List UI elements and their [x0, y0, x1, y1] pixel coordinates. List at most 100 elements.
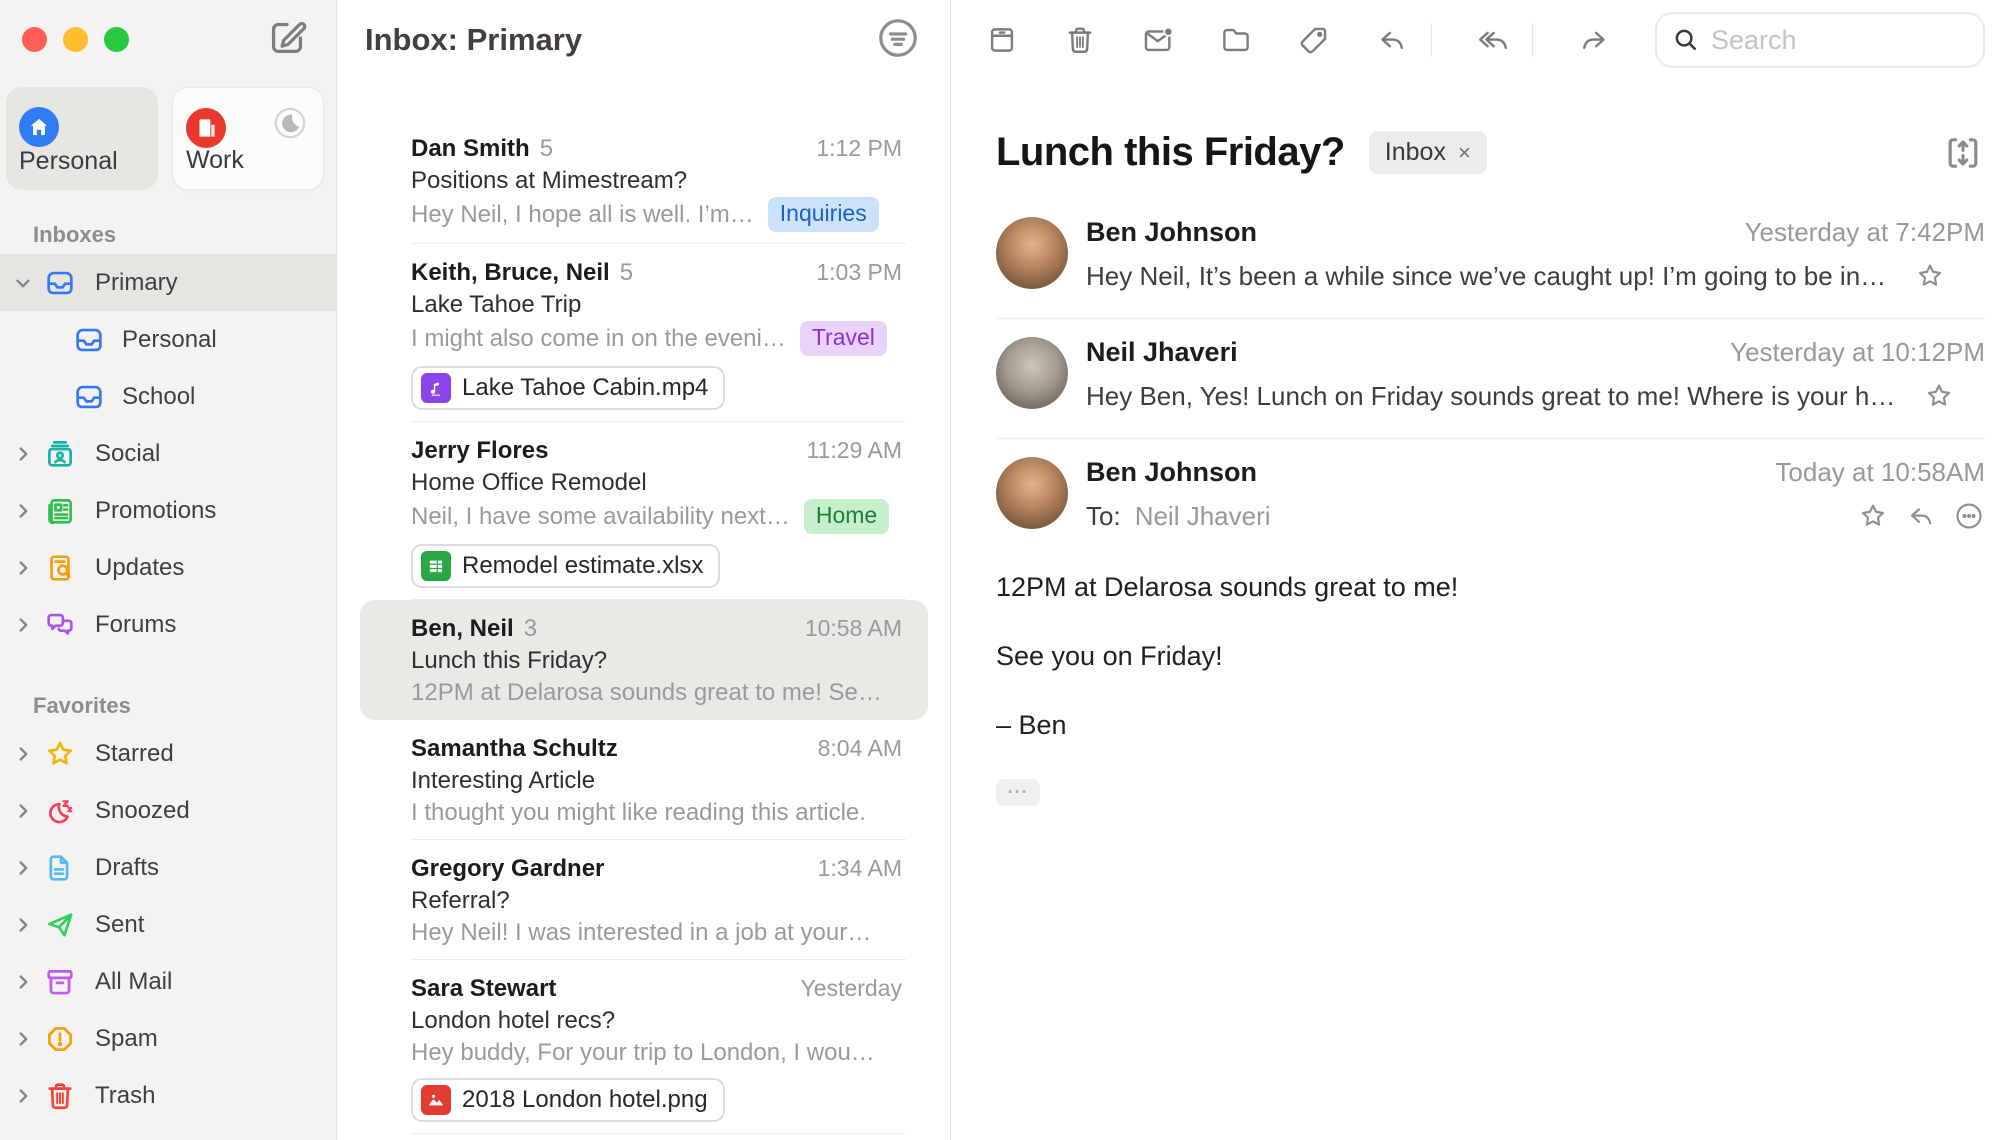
list-item[interactable]: Gregory Gardner 1:34 AM Referral? Hey Ne… — [338, 840, 950, 960]
search-input[interactable] — [1711, 24, 1969, 56]
home-icon — [19, 107, 59, 147]
list-item-time: 1:12 PM — [816, 135, 902, 161]
list-item-subject: London hotel recs? — [411, 1007, 616, 1034]
sidebar-item-school[interactable]: School — [0, 368, 336, 425]
message-thread: Ben Johnson Yesterday at 7:42PM Hey Neil… — [996, 199, 1985, 832]
list-item-count: 5 — [619, 259, 634, 286]
list-item[interactable]: Samantha Schultz 8:04 AM Interesting Art… — [338, 720, 950, 840]
sidebar-item-trash[interactable]: Trash — [0, 1067, 336, 1124]
search-field[interactable] — [1655, 12, 1985, 68]
sidebar-item-forums[interactable]: Forums — [0, 596, 336, 653]
inbox-icon — [43, 266, 77, 300]
label-pill[interactable]: Inquiries — [767, 197, 879, 232]
message-row-collapsed[interactable]: Neil Jhaveri Yesterday at 10:12PM Hey Be… — [996, 319, 1985, 439]
chevron-right-icon[interactable] — [12, 1028, 34, 1050]
chevron-right-icon[interactable] — [12, 857, 34, 879]
chevron-right-icon[interactable] — [12, 443, 34, 465]
chevron-down-icon[interactable] — [12, 272, 34, 294]
label-tag-button[interactable] — [1297, 23, 1331, 57]
chevron-right-icon[interactable] — [12, 800, 34, 822]
message-time: Yesterday at 7:42PM — [1744, 217, 1985, 247]
moon-icon[interactable] — [273, 106, 307, 140]
message-snippet: Hey Neil, It’s been a while since we’ve … — [1086, 260, 1887, 291]
expand-messages-icon[interactable] — [1941, 131, 1985, 175]
list-item[interactable]: Dan Smith 5 1:12 PM Positions at Mimestr… — [338, 120, 950, 244]
archive-button[interactable] — [985, 23, 1019, 57]
filter-button[interactable] — [874, 14, 922, 62]
chevron-right-icon[interactable] — [12, 743, 34, 765]
list-item-time: 11:29 AM — [806, 437, 902, 463]
list-item-sender: Gregory Gardner — [411, 855, 605, 882]
search-icon — [1671, 25, 1701, 55]
body-paragraph: – Ben — [996, 710, 1067, 740]
chevron-right-icon[interactable] — [12, 614, 34, 636]
more-options-icon[interactable] — [1953, 500, 1985, 532]
label-pill[interactable]: Home — [803, 499, 890, 534]
sidebar-item-label: Starred — [95, 739, 174, 767]
sidebar-item-spam[interactable]: Spam — [0, 1010, 336, 1067]
list-item[interactable]: Keith, Bruce, Neil 5 1:03 PM Lake Tahoe … — [338, 244, 950, 422]
window-controls — [22, 27, 129, 52]
document-icon — [43, 851, 77, 885]
sidebar-item-starred[interactable]: Starred — [0, 725, 336, 782]
list-item[interactable]: Sara Stewart Yesterday London hotel recs… — [338, 960, 950, 1134]
minimize-button[interactable] — [63, 27, 88, 52]
snooze-moon-icon — [43, 794, 77, 828]
toolbar-separator — [1532, 23, 1533, 57]
sidebar-item-promotions[interactable]: Promotions — [0, 482, 336, 539]
zoom-button[interactable] — [104, 27, 129, 52]
star-icon[interactable] — [1857, 500, 1889, 532]
star-icon[interactable] — [1914, 260, 1946, 292]
chevron-right-icon[interactable] — [12, 557, 34, 579]
list-item-snippet: 12PM at Delarosa sounds great to me! Se… — [411, 679, 882, 706]
account-label: Work — [186, 146, 244, 174]
chevron-right-icon[interactable] — [12, 1085, 34, 1107]
list-item-sender: Samantha Schultz — [411, 735, 618, 762]
sidebar-item-snoozed[interactable]: Snoozed — [0, 782, 336, 839]
sidebar-item-drafts[interactable]: Drafts — [0, 839, 336, 896]
list-item-selected[interactable]: Ben, Neil 3 10:58 AM Lunch this Friday? … — [360, 600, 928, 720]
sidebar-item-sent[interactable]: Sent — [0, 896, 336, 953]
attachment-chip[interactable]: 2018 London hotel.png — [411, 1078, 725, 1122]
close-button[interactable] — [22, 27, 47, 52]
forward-button[interactable] — [1577, 23, 1611, 57]
chevron-right-icon[interactable] — [12, 914, 34, 936]
sidebar-item-updates[interactable]: Updates — [0, 539, 336, 596]
trash-button[interactable] — [1063, 23, 1097, 57]
attachment-chip[interactable]: Remodel estimate.xlsx — [411, 544, 721, 588]
reply-icon[interactable] — [1905, 500, 1937, 532]
inbox-label-pill[interactable]: Inbox × — [1368, 131, 1487, 174]
reply-all-button[interactable] — [1476, 23, 1510, 57]
toolbar — [952, 0, 1999, 80]
show-quoted-text-button[interactable]: ··· — [996, 779, 1040, 806]
inbox-icon — [72, 380, 106, 414]
account-tab-personal[interactable]: Personal — [6, 87, 158, 190]
body-paragraph: See you on Friday! — [996, 641, 1223, 671]
avatar — [996, 457, 1068, 529]
inbox-label-text: Inbox — [1384, 138, 1446, 166]
attachment-chip[interactable]: Lake Tahoe Cabin.mp4 — [411, 366, 726, 410]
star-icon[interactable] — [1923, 380, 1955, 412]
list-item-sender: Jerry Flores — [411, 437, 549, 464]
compose-button[interactable] — [262, 12, 312, 62]
sidebar-item-label: Drafts — [95, 853, 160, 881]
sidebar-item-personal[interactable]: Personal — [0, 311, 336, 368]
message-row-collapsed[interactable]: Ben Johnson Yesterday at 7:42PM Hey Neil… — [996, 199, 1985, 319]
mark-unread-button[interactable] — [1141, 23, 1175, 57]
remove-label-icon[interactable]: × — [1457, 139, 1471, 165]
message-sender: Ben Johnson — [1086, 217, 1258, 247]
move-to-folder-button[interactable] — [1219, 23, 1253, 57]
video-file-icon — [421, 373, 451, 403]
reply-button[interactable] — [1375, 23, 1409, 57]
image-file-icon — [421, 1085, 451, 1115]
list-item-time: 1:34 AM — [817, 855, 902, 881]
label-pill[interactable]: Travel — [799, 321, 887, 356]
sidebar-item-all-mail[interactable]: All Mail — [0, 953, 336, 1010]
account-tab-work[interactable]: Work — [172, 87, 324, 190]
sidebar-item-social[interactable]: Social — [0, 425, 336, 482]
to-recipient[interactable]: Neil Jhaveri — [1134, 500, 1271, 531]
chevron-right-icon[interactable] — [12, 500, 34, 522]
sidebar-item-primary[interactable]: Primary — [0, 254, 336, 311]
chevron-right-icon[interactable] — [12, 971, 34, 993]
list-item[interactable]: Jerry Flores 11:29 AM Home Office Remode… — [338, 422, 950, 600]
